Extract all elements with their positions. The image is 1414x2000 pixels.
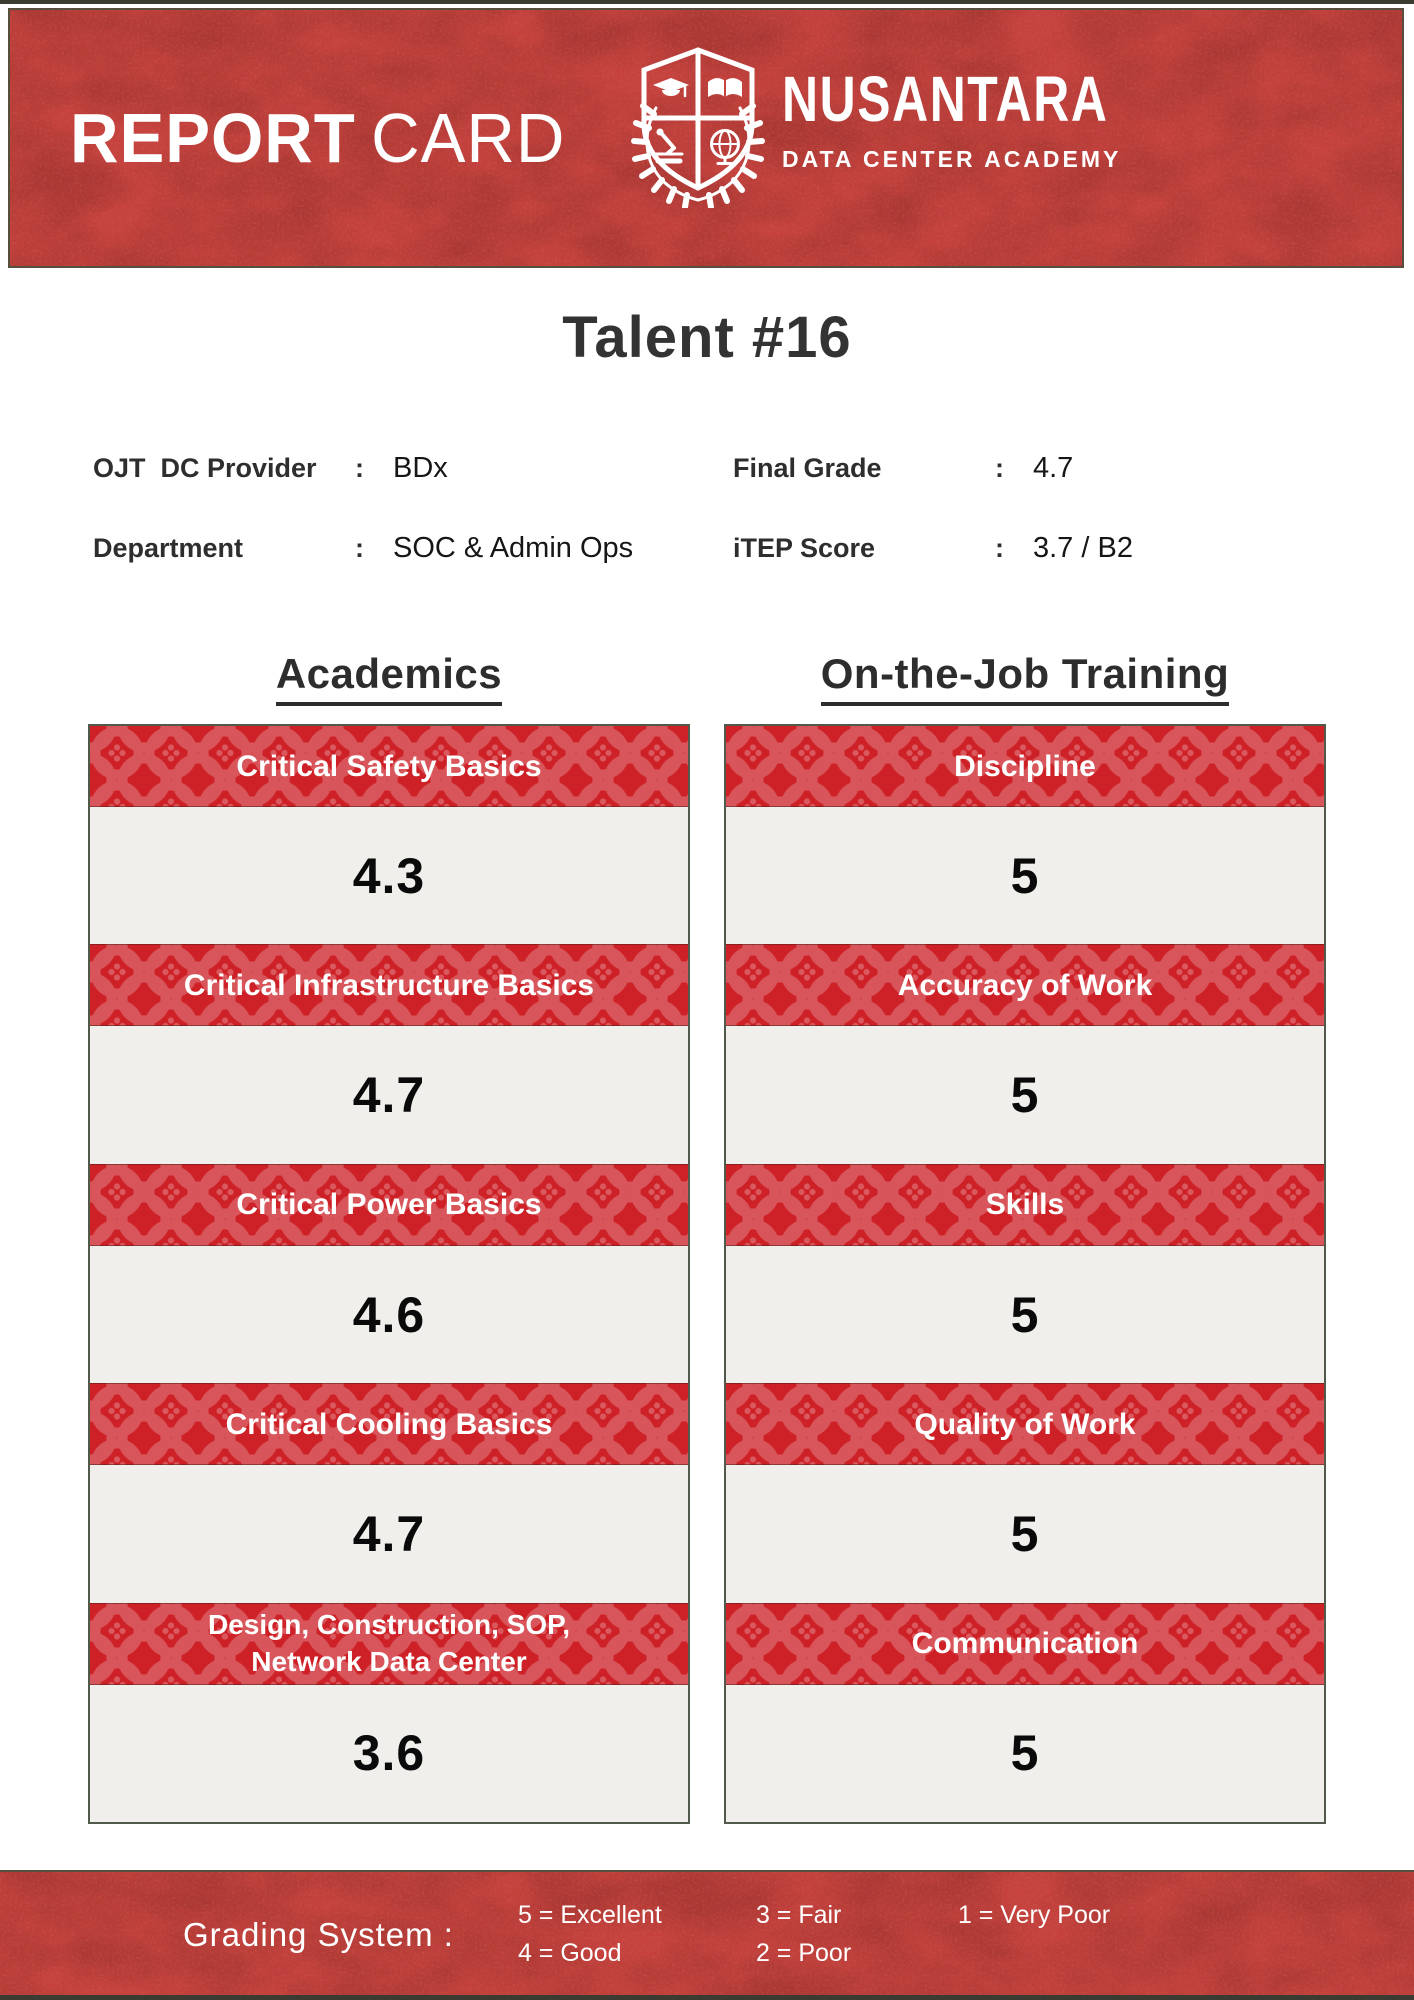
laurel-left-icon: [631, 103, 700, 208]
shield-icon: [641, 47, 755, 191]
field-ojt-dc-provider: OJT DC Provider : BDx: [93, 452, 448, 485]
score-cell: 5: [1010, 1505, 1040, 1562]
grade-scale-item: 5 = Excellent: [517, 1901, 662, 1929]
academy-crest-logo: [631, 47, 765, 208]
field-final-grade: Final Grade : 4.7: [733, 452, 1073, 485]
field-label: OJT DC Provider: [93, 453, 317, 483]
field-itep-score: iTEP Score : 3.7 / B2: [733, 532, 1133, 565]
header-banner: REPORT CARD: [8, 8, 1404, 268]
grading-system-content: Grading System : 5 = Excellent 4 = Good …: [0, 1872, 1414, 1995]
grading-system-footer: Grading System : 5 = Excellent 4 = Good …: [0, 1870, 1414, 1995]
score-cell: 5: [1010, 1725, 1040, 1782]
academy-wordmark: NUSANTARA DATA CENTER ACADEMY: [782, 62, 1201, 173]
report-title-secondary: CARD: [371, 99, 566, 177]
field-label: iTEP Score: [733, 533, 876, 563]
book-icon: [708, 78, 742, 98]
score-cell: 3.6: [352, 1725, 426, 1782]
section-heading-text: Academics: [275, 650, 503, 706]
grade-scale-item: 4 = Good: [517, 1939, 622, 1967]
subject-band: Quality of Work: [726, 1383, 1324, 1466]
score-cell: 4.7: [352, 1505, 426, 1562]
subject-band: Accuracy of Work: [726, 944, 1324, 1027]
field-separator: :: [995, 453, 1004, 483]
subject-band: Critical Power Basics: [90, 1163, 688, 1246]
talent-title: Talent #16: [562, 305, 852, 370]
report-title-primary: REPORT: [70, 99, 356, 177]
ojt-column: Discipline 5 Accuracy of Work 5 Skills 5…: [724, 724, 1326, 1824]
score-cell: 5: [1010, 847, 1040, 904]
section-heading-ojt: On-the-Job Training: [724, 650, 1326, 706]
subject-band: Communication: [726, 1602, 1324, 1685]
graduation-cap-icon: [653, 78, 689, 98]
subject-band: Discipline: [726, 726, 1324, 807]
field-separator: :: [995, 533, 1004, 563]
section-heading-academics: Academics: [88, 650, 690, 706]
grading-system-label: Grading System :: [183, 1915, 454, 1953]
field-label: Final Grade: [733, 453, 882, 483]
grade-scale-column: 3 = Fair 2 = Poor: [756, 1901, 958, 1968]
subject-band: Critical Cooling Basics: [90, 1383, 688, 1466]
header-content: REPORT CARD: [10, 10, 1402, 266]
report-card-title: REPORT CARD: [70, 10, 565, 266]
field-value: 3.7 / B2: [1033, 532, 1133, 564]
academics-column: Critical Safety Basics 4.3 Critical Infr…: [88, 724, 690, 1824]
grade-scale-item: 3 = Fair: [755, 1901, 842, 1929]
score-cell: 4.3: [352, 847, 426, 904]
section-heading-text: On-the-Job Training: [820, 650, 1230, 706]
field-value: SOC & Admin Ops: [393, 532, 634, 564]
grade-scale-column: 5 = Excellent 4 = Good: [518, 1901, 756, 1968]
subject-band: Design, Construction, SOP, Network Data …: [90, 1602, 688, 1685]
grade-scale-column: 1 = Very Poor: [958, 1901, 1178, 1968]
subject-band: Skills: [726, 1163, 1324, 1246]
score-cell: 5: [1010, 1286, 1040, 1343]
field-separator: :: [355, 533, 364, 563]
microscope-icon: [654, 128, 684, 164]
academy-subtitle: DATA CENTER ACADEMY: [782, 146, 1122, 172]
score-cell: 4.7: [352, 1067, 426, 1124]
grade-scale-item: 1 = Very Poor: [957, 1901, 1111, 1929]
field-value: 4.7: [1033, 452, 1074, 484]
academy-name: NUSANTARA: [782, 63, 1109, 135]
score-cell: 4.6: [352, 1286, 426, 1343]
field-label: Department: [93, 533, 244, 563]
globe-icon: [710, 129, 740, 165]
score-cell: 5: [1010, 1067, 1040, 1124]
field-value: BDx: [393, 452, 448, 484]
grade-scale-item: 2 = Poor: [755, 1939, 852, 1967]
field-separator: :: [355, 453, 364, 483]
field-department: Department : SOC & Admin Ops: [93, 532, 633, 565]
subject-band: Critical Infrastructure Basics: [90, 944, 688, 1027]
subject-band: Critical Safety Basics: [90, 726, 688, 807]
grade-scale-item: [958, 1939, 1178, 1968]
